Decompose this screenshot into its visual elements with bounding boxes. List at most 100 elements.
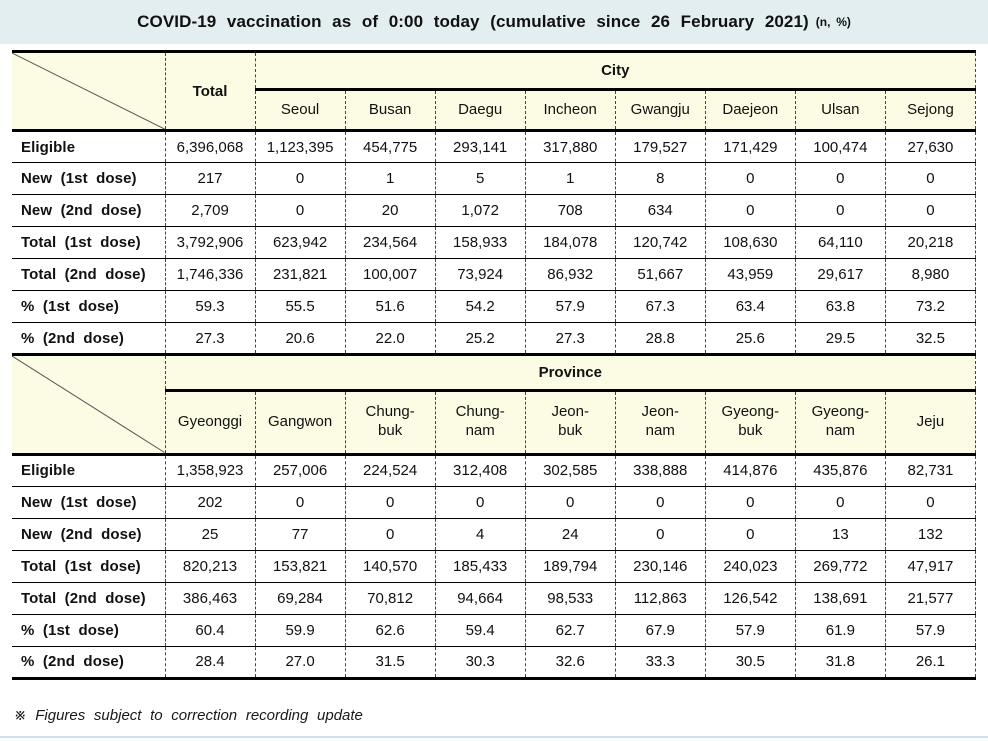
table-cell: 140,570	[344, 550, 436, 583]
row-label: Eligible	[12, 130, 165, 163]
table-cell: 0	[704, 486, 796, 519]
province-table: Province Gyeonggi Gangwon Chung- buk Chu…	[12, 356, 977, 680]
table-cell: 1,746,336	[164, 258, 256, 291]
table-row: New (1st dose) 202 0 0 0 0 0 0 0 0	[12, 486, 977, 519]
table-cell: 51.6	[344, 290, 436, 323]
table-cell: 69,284	[254, 582, 346, 615]
table-cell: 293,141	[434, 130, 526, 163]
table-cell: 454,775	[344, 130, 436, 163]
table-cell: 30.5	[704, 646, 796, 680]
row-label: Total (2nd dose)	[12, 258, 165, 291]
table-cell: 171,429	[704, 130, 796, 163]
table-cell: 8,980	[884, 258, 977, 291]
table-cell: 51,667	[614, 258, 706, 291]
table-row: % (1st dose) 60.4 59.9 62.6 59.4 62.7 67…	[12, 614, 977, 647]
table-cell: 57.9	[884, 614, 977, 647]
table-cell: 338,888	[614, 454, 706, 487]
table-cell: 31.8	[794, 646, 886, 680]
table-cell: 100,474	[794, 130, 886, 163]
page-title: COVID-19 vaccination as of 0:00 today (c…	[137, 12, 809, 31]
province-group-header: Province	[164, 356, 976, 392]
table-cell: 0	[794, 194, 886, 227]
table-cell: 0	[704, 518, 796, 551]
table-cell: 21,577	[884, 582, 977, 615]
row-label: New (2nd dose)	[12, 518, 165, 551]
table-cell: 67.3	[614, 290, 706, 323]
table-cell: 386,463	[164, 582, 256, 615]
table-cell: 185,433	[434, 550, 526, 583]
corner-cell	[12, 51, 165, 132]
table-cell: 234,564	[344, 226, 436, 259]
table-cell: 0	[524, 486, 616, 519]
table-cell: 158,933	[434, 226, 526, 259]
table-cell: 27.0	[254, 646, 346, 680]
table-cell: 108,630	[704, 226, 796, 259]
table-cell: 0	[794, 486, 886, 519]
table-cell: 1,123,395	[254, 130, 346, 163]
table-cell: 29,617	[794, 258, 886, 291]
table-cell: 73,924	[434, 258, 526, 291]
table-cell: 27,630	[884, 130, 977, 163]
table-cell: 43,959	[704, 258, 796, 291]
table-cell: 32.6	[524, 646, 616, 680]
table-cell: 0	[884, 486, 977, 519]
table-row: Eligible 6,396,068 1,123,395 454,775 293…	[12, 130, 977, 163]
column-header: Jeju	[884, 390, 977, 456]
table-cell: 257,006	[254, 454, 346, 487]
table-cell: 0	[344, 518, 436, 551]
row-label: Total (1st dose)	[12, 550, 165, 583]
table-cell: 25.6	[704, 322, 796, 356]
table-cell: 820,213	[164, 550, 256, 583]
table-cell: 73.2	[884, 290, 977, 323]
table-cell: 31.5	[344, 646, 436, 680]
table-cell: 0	[884, 162, 977, 195]
column-header: Incheon	[524, 89, 616, 132]
table-cell: 27.3	[524, 322, 616, 356]
table-cell: 153,821	[254, 550, 346, 583]
table-cell: 634	[614, 194, 706, 227]
table-cell: 202	[164, 486, 256, 519]
table-cell: 6,396,068	[164, 130, 256, 163]
table-row: Total (1st dose) 3,792,906 623,942 234,5…	[12, 226, 977, 259]
table-cell: 63.8	[794, 290, 886, 323]
table-cell: 0	[614, 518, 706, 551]
table-cell: 414,876	[704, 454, 796, 487]
table-cell: 0	[794, 162, 886, 195]
table-cell: 62.7	[524, 614, 616, 647]
corner-cell	[12, 356, 165, 456]
table-row: Total (2nd dose) 1,746,336 231,821 100,0…	[12, 258, 977, 291]
city-table: Total City Seoul Busan Daegu Incheon Gwa…	[12, 50, 977, 356]
table-cell: 86,932	[524, 258, 616, 291]
city-table-header: Total City Seoul Busan Daegu Incheon Gwa…	[12, 51, 977, 132]
row-label: New (1st dose)	[12, 486, 165, 519]
header-group-row: Province	[12, 356, 976, 456]
table-row: Total (2nd dose) 386,463 69,284 70,812 9…	[12, 582, 977, 615]
table-cell: 1	[524, 162, 616, 195]
table-cell: 3,792,906	[164, 226, 256, 259]
table-cell: 77	[254, 518, 346, 551]
column-header: Sejong	[884, 89, 977, 132]
table-cell: 0	[704, 194, 796, 227]
province-table-body: Eligible 1,358,923 257,006 224,524 312,4…	[12, 454, 977, 680]
row-label: Total (1st dose)	[12, 226, 165, 259]
table-cell: 0	[344, 486, 436, 519]
table-row: New (2nd dose) 2,709 0 20 1,072 708 634 …	[12, 194, 977, 227]
table-cell: 25.2	[434, 322, 526, 356]
total-column-header: Total	[164, 51, 256, 132]
table-cell: 70,812	[344, 582, 436, 615]
table-cell: 27.3	[164, 322, 256, 356]
table-cell: 0	[434, 486, 526, 519]
table-cell: 231,821	[254, 258, 346, 291]
table-cell: 2,709	[164, 194, 256, 227]
table-zone: Total City Seoul Busan Daegu Incheon Gwa…	[12, 50, 977, 680]
table-cell: 100,007	[344, 258, 436, 291]
table-cell: 20.6	[254, 322, 346, 356]
table-cell: 60.4	[164, 614, 256, 647]
table-row: Eligible 1,358,923 257,006 224,524 312,4…	[12, 454, 977, 487]
table-cell: 4	[434, 518, 526, 551]
title-bar: COVID-19 vaccination as of 0:00 today (c…	[0, 0, 988, 44]
column-header: Gyeonggi	[164, 390, 256, 456]
table-cell: 217	[164, 162, 256, 195]
table-cell: 0	[254, 194, 346, 227]
